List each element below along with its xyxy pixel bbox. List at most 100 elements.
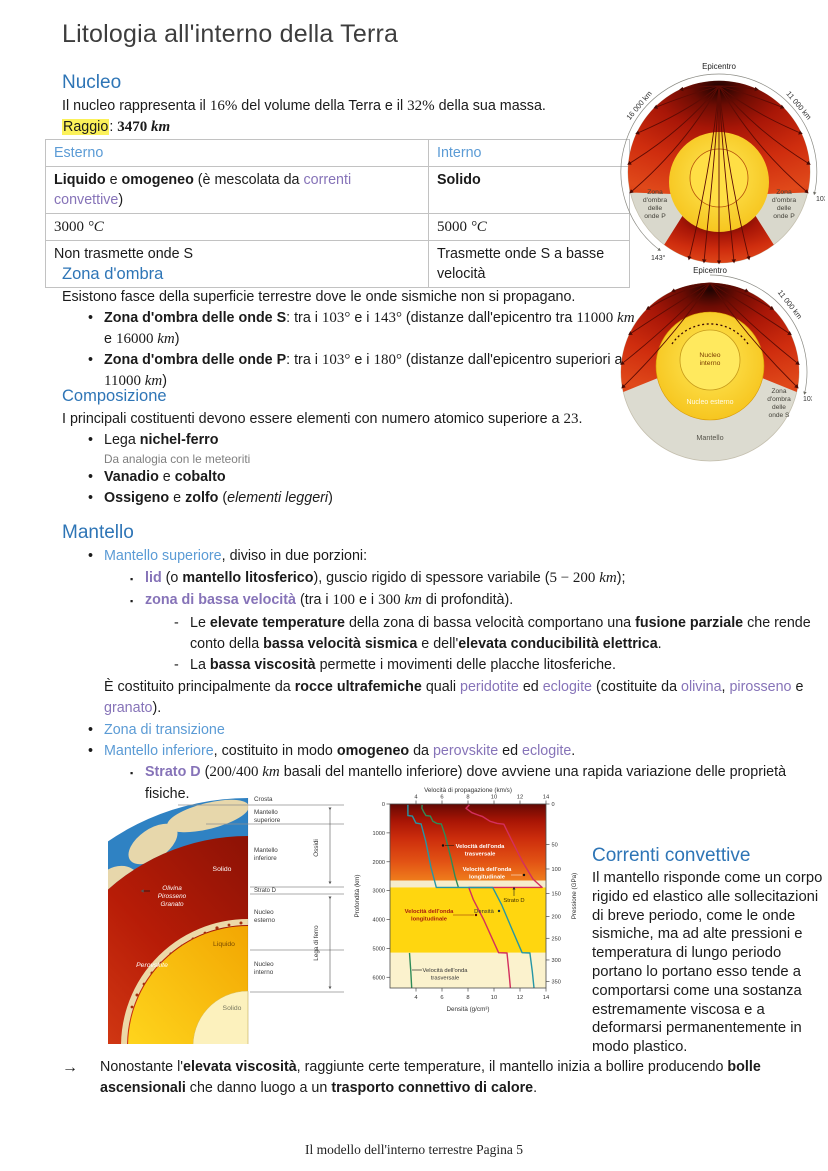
svg-text:6: 6 [440, 995, 443, 1001]
svg-text:1000: 1000 [373, 831, 385, 837]
svg-text:esterno: esterno [254, 917, 276, 924]
svg-text:Nucleo: Nucleo [699, 352, 720, 359]
mantello-zbv: zona di bassa velocità (tra i 100 e i 30… [145, 592, 514, 609]
section-composizione: Composizione I principali costituenti de… [62, 386, 640, 509]
table-header-esterno: Esterno [45, 139, 429, 167]
raggio-sep: : [109, 119, 118, 135]
bullet-icon: • [88, 548, 94, 565]
comp-note: Da analogia con le meteoriti [104, 452, 251, 466]
bullet-icon: • [88, 469, 94, 485]
section-correnti: Correnti convettive Il mantello risponde… [592, 845, 828, 1057]
mantello-temperature: Le elevate temperature della zona di bas… [190, 614, 811, 653]
svg-text:300: 300 [552, 958, 561, 964]
svg-text:Mantello: Mantello [696, 433, 723, 442]
svg-text:Velocità dell'onda: Velocità dell'onda [456, 844, 506, 850]
svg-text:d'ombra: d'ombra [643, 197, 668, 204]
svg-text:12: 12 [517, 995, 523, 1001]
comp-bullet-ossigeno: Ossigeno e zolfo (elementi leggeri) [104, 490, 333, 506]
svg-text:Mantello: Mantello [254, 847, 278, 854]
svg-text:superiore: superiore [254, 817, 281, 824]
svg-text:Perovskite: Perovskite [136, 962, 168, 969]
page-footer: Il modello dell'interno terrestre Pagina… [305, 1142, 523, 1157]
svg-text:onde S: onde S [769, 412, 791, 419]
svg-text:Velocità dell'onda: Velocità dell'onda [423, 968, 469, 974]
svg-text:6000: 6000 [373, 975, 385, 981]
table-cell: Trasmette onde S a basse velocità [428, 240, 630, 288]
svg-text:Solido: Solido [213, 866, 232, 873]
zona-bullet-s: Zona d'ombra delle onde S: tra i 103° e … [104, 310, 635, 347]
s-diagram-core-labels: Nucleo interno Nucleo esterno Mantello [686, 352, 733, 442]
section-zona-dombra: Zona d'ombra Esistono fasce della superf… [62, 264, 640, 392]
svg-text:0: 0 [382, 802, 385, 808]
list-item: ▪ lid (o mantello litosferico), guscio ri… [130, 568, 812, 590]
x-axis-top-ticks: 4 6 8 10 12 14 [414, 795, 550, 804]
heading-nucleo: Nucleo [62, 72, 122, 93]
svg-text:Lega di ferro: Lega di ferro [313, 925, 320, 961]
svg-text:Liquido: Liquido [213, 941, 235, 948]
raggio-unit: km [151, 119, 171, 135]
svg-text:14: 14 [543, 795, 550, 801]
bullet-icon: • [88, 432, 94, 448]
svg-text:Olivina: Olivina [162, 885, 182, 892]
bullet-icon: • [88, 490, 94, 506]
dash-bullet-icon: - [174, 614, 179, 631]
svg-text:interno: interno [254, 969, 274, 976]
svg-text:8: 8 [466, 795, 469, 801]
earth-wedge-graphic [108, 798, 249, 1044]
svg-text:interno: interno [700, 360, 721, 367]
svg-text:3000: 3000 [373, 889, 385, 895]
svg-text:150: 150 [552, 892, 561, 898]
mantello-strato-d: Strato D (200/400 km basali del mantello… [145, 764, 787, 802]
p-diagram-epicentro-label: Epicentro [702, 62, 736, 71]
table-cell: Liquido e omogeneo (è mescolata da corre… [45, 166, 429, 214]
svg-text:delle: delle [648, 205, 663, 212]
svg-text:50: 50 [552, 842, 558, 848]
heading-correnti: Correnti convettive [592, 845, 751, 866]
svg-text:2000: 2000 [373, 860, 385, 866]
zona-intro: Esistono fasce della superficie terrestr… [62, 289, 576, 305]
svg-text:longitudinale: longitudinale [469, 875, 506, 881]
svg-text:Strato D: Strato D [254, 888, 277, 894]
table-cell: Solido [428, 166, 630, 214]
svg-text:250: 250 [552, 936, 561, 942]
mantello-inferiore: Mantello inferiore, costituito in modo o… [104, 743, 576, 760]
svg-text:Densità: Densità [474, 909, 494, 915]
svg-text:200: 200 [552, 915, 561, 921]
table-header-interno: Interno [428, 139, 630, 167]
table-cell: 5000 °C [428, 213, 630, 241]
bullet-icon: • [88, 721, 94, 738]
mantello-superiore: Mantello superiore, diviso in due porzio… [104, 548, 368, 565]
section-mantello: Mantello • Mantello superiore, diviso in … [62, 522, 812, 805]
list-item: • Ossigeno e zolfo (elementi leggeri) [88, 488, 640, 509]
svg-text:onde P: onde P [644, 213, 666, 220]
depth-axis-ticks: 0 1000 2000 3000 4000 5000 6000 [373, 802, 390, 981]
zona-bullet-p: Zona d'ombra delle onde P: tra i 103° e … [104, 352, 623, 389]
list-item: ▪ zona di bassa velocità (tra i 100 e i 3… [130, 590, 812, 612]
svg-text:Velocità dell'onda: Velocità dell'onda [463, 867, 513, 873]
nucleo-raggio: Raggio: 3470 km [62, 117, 632, 138]
svg-text:0: 0 [552, 802, 555, 808]
chart-top-axis-title: Velocità di propagazione (km/s) [424, 787, 512, 794]
arrow-note-text: Nonostante l'elevata viscosità, raggiunt… [100, 1059, 761, 1096]
svg-text:6: 6 [440, 795, 443, 801]
list-item: - La bassa viscosità permette i movimenti… [174, 655, 812, 676]
s-diagram-epicentro-label: Epicentro [693, 266, 727, 275]
svg-text:onde P: onde P [773, 213, 795, 220]
list-item: • Zona d'ombra delle onde S: tra i 103° e… [88, 308, 640, 350]
svg-text:10: 10 [491, 995, 497, 1001]
svg-text:4: 4 [414, 795, 418, 801]
arrow-note: → Nonostante l'elevata viscosità, raggiu… [62, 1057, 804, 1099]
s-diagram-graphic [620, 274, 808, 462]
earth-cutaway-figure: Solido Olivina Pirosseno Granato Perovsk… [108, 796, 344, 1044]
svg-text:Pirosseno: Pirosseno [158, 893, 187, 900]
list-item: • Vanadio e cobalto [88, 467, 640, 488]
svg-text:Nucleo: Nucleo [254, 961, 274, 968]
right-arrow-icon: → [62, 1059, 78, 1076]
seismic-velocity-chart: 4 6 8 10 12 14 4 6 8 10 12 14 01000200030004000500… [354, 787, 578, 1013]
nucleo-table: Esterno Interno Liquido e omogeneo (è me… [45, 139, 630, 288]
x-axis-bottom-ticks: 4 6 8 10 12 14 [414, 988, 550, 1001]
